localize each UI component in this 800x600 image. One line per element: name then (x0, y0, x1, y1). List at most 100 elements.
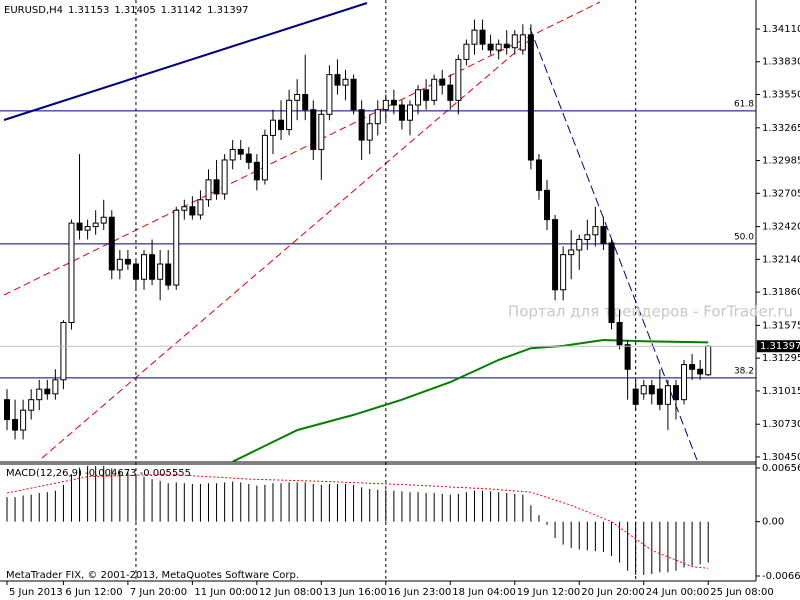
candle-body (689, 364, 696, 370)
candle-body (36, 388, 43, 401)
price-label-box (757, 340, 800, 353)
candle-body (221, 159, 228, 195)
candle-body (366, 123, 373, 141)
candle-body (544, 189, 551, 221)
y-tick-label: 1.33265 (762, 123, 800, 134)
candle-body (181, 206, 188, 211)
candle-body (92, 222, 99, 228)
candle-body (165, 263, 172, 286)
candle-body (342, 78, 349, 86)
candle-body (116, 258, 123, 271)
macd-signal-value: -0.005555 (140, 468, 191, 479)
x-tick-label: 19 Jun 12:00 (517, 587, 581, 598)
ohlc-value: 1.31397 (207, 5, 248, 16)
candle-body (576, 238, 583, 251)
candle-body (407, 104, 413, 121)
candle-body (132, 263, 139, 280)
candle-body (149, 254, 156, 280)
candle-body (681, 364, 688, 401)
candle-body (535, 159, 542, 191)
candle-body (253, 161, 260, 181)
candle-body (519, 34, 526, 51)
price-label: 1.31397 (760, 341, 800, 352)
candle-body (495, 43, 502, 51)
candle-body (398, 104, 405, 121)
candle-body (463, 43, 470, 60)
candle-body (640, 385, 647, 395)
candle-body (286, 99, 293, 131)
candle-body (76, 222, 83, 231)
candle-body (197, 199, 204, 216)
candle-body (584, 234, 591, 240)
x-tick-label: 20 Jun 20:00 (581, 587, 645, 598)
macd-value: -0.004673 (85, 468, 136, 479)
candle-body (439, 78, 446, 86)
x-tick-label: 24 Jun 00:00 (646, 587, 710, 598)
candle-body (527, 34, 534, 161)
y-tick-label: -0.006641 (762, 571, 800, 582)
y-tick-label: 1.31860 (762, 287, 800, 298)
y-tick-label: 1.32705 (762, 188, 800, 199)
candle-body (326, 74, 333, 115)
fib-label: 61.8 (734, 99, 754, 109)
candle-body (205, 179, 212, 201)
x-tick-label: 6 Jun 12:00 (65, 587, 122, 598)
y-tick-label: 0.006563 (762, 463, 800, 474)
candle-body (608, 242, 615, 323)
symbol: EURUSD,H4 (4, 5, 63, 16)
candle-body (616, 321, 623, 346)
y-tick-label: 1.32140 (762, 254, 800, 265)
x-tick-label: 13 Jun 16:00 (323, 587, 387, 598)
candle-body (52, 379, 59, 395)
x-tick-label: 12 Jun 08:00 (259, 587, 323, 598)
candle-body (237, 148, 244, 155)
y-tick-label: 1.30730 (762, 419, 800, 430)
candle-body (318, 113, 325, 150)
candle-body (261, 134, 268, 181)
fib-label: 50.0 (734, 232, 754, 242)
candle-body (310, 109, 317, 150)
fib-label: 38.2 (734, 366, 754, 376)
candle-body (374, 109, 381, 125)
candle-body (697, 368, 704, 375)
candle-body (487, 43, 494, 51)
y-tick-label: 1.33830 (762, 57, 800, 68)
candle-body (269, 119, 276, 136)
x-tick-label: 18 Jun 04:00 (452, 587, 516, 598)
candle-body (624, 344, 631, 370)
candle-body (600, 226, 607, 244)
candle-body (44, 388, 51, 395)
candle-body (108, 216, 115, 271)
y-tick-label: 1.31015 (762, 386, 800, 397)
candle-body (447, 84, 454, 101)
candle-body (141, 254, 148, 280)
y-tick-label: 1.31575 (762, 320, 800, 331)
candle-body (511, 34, 518, 49)
candle-body (157, 263, 164, 280)
candle-body (100, 216, 107, 224)
y-tick-label: 1.33550 (762, 89, 800, 100)
ohlc-value: 1.31153 (68, 5, 109, 16)
candle-body (124, 258, 131, 265)
candle-body (552, 219, 559, 291)
candle-body (648, 385, 655, 395)
candle-body (28, 399, 35, 411)
candle-body (60, 321, 67, 381)
candle-body (471, 29, 478, 45)
candle-body (479, 29, 486, 45)
candle-body (278, 119, 285, 131)
candle-body (358, 109, 365, 141)
candle-body (245, 153, 252, 163)
candle-body (664, 385, 671, 405)
ohlc-value: 1.31405 (114, 5, 155, 16)
channel-line (3, 1, 601, 296)
trend-line (3, 2, 368, 121)
candle-body (705, 345, 712, 376)
watermark: Портал для трейдеров - ForTrader.ru (508, 303, 793, 321)
candle-body (4, 399, 10, 421)
candle-body (334, 74, 341, 86)
y-tick-label: 1.34110 (762, 24, 800, 35)
candle-body (423, 89, 430, 101)
x-tick-label: 16 Jun 23:00 (388, 587, 452, 598)
macd-signal (6, 473, 709, 569)
